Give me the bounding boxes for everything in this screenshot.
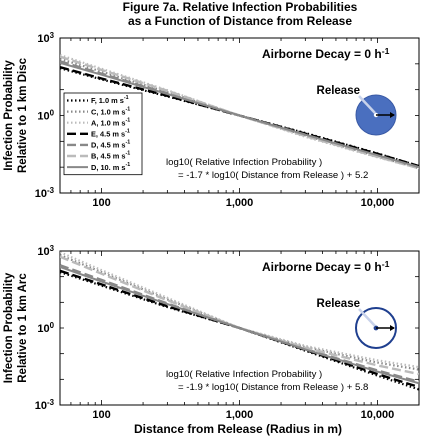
x-tick-label: 1,000 [226,409,254,421]
series-lines [60,251,419,391]
legend-entry-5-text: B, 4.5 m s [91,152,126,161]
figure-title-line1: Figure 7a. Relative Infection Probabilit… [123,0,358,14]
x-axis-label: Distance from Release (Radius in m) [134,422,342,436]
legend-entry-2-sup: -1 [126,117,131,123]
legend-entry-4-text: D, 4.5 m s [91,141,126,150]
legend-entry-0-sup: -1 [124,95,129,101]
y-axis-label-line2: Relative to 1 km Arc [17,273,29,383]
legend-box [63,92,143,176]
legend-entry-1: C, 1.0 m s-1 [91,106,130,116]
series-line-6 [60,61,419,169]
series-line-6 [60,265,419,385]
decay-annotation-sup: -1 [382,259,390,269]
radius-arrowhead-icon [390,112,395,118]
y-tick-label-sup: 3 [50,31,55,40]
y-tick-label-text: 10 [37,111,49,123]
y-tick-label: 103 [37,31,54,45]
release-inset: Release [317,298,397,349]
y-tick-label-sup: 0 [50,321,55,330]
legend-entry-4: D, 4.5 m s-1 [91,140,130,150]
y-tick-label: 10-3 [35,398,55,412]
equation-line2: = -1.9 * log10( Distance from Release ) … [178,382,368,393]
decay-annotation: Airborne Decay = 0 h-1 [262,259,390,274]
legend-entry-0: F, 1.0 m s-1 [91,95,129,105]
equation-line1: log10( Relative Infection Probability ) [166,157,322,168]
x-tick-label: 10,000 [361,409,395,421]
y-axis-label-line2: Relative to 1 km Disc [17,57,29,173]
legend-entry-2: A, 1.0 m s-1 [91,117,130,127]
x-tick-label: 10,000 [361,197,395,209]
y-axis-label-line1: Infection Probability [3,272,15,383]
release-pointer-line [358,308,376,327]
x-tick-label: 1,000 [226,197,254,209]
legend-entry-3-sup: -1 [125,129,130,135]
legend-entry-1-sup: -1 [126,106,131,112]
release-label: Release [317,85,360,97]
legend-entry-2-text: A, 1.0 m s [91,118,126,127]
x-tick-label: 100 [92,409,110,421]
legend-entry-0-text: F, 1.0 m s [91,96,124,105]
x-tick-label: 100 [92,197,110,209]
y-tick-label-text: 10 [37,323,49,335]
series-lines [60,53,419,170]
y-tick-label-text: 10 [37,33,49,45]
release-pointer-line [358,95,376,114]
series-line-5 [60,255,419,376]
release-label: Release [317,298,360,310]
equation-line1: log10( Relative Infection Probability ) [166,369,322,380]
y-tick-label: 103 [37,244,54,258]
y-tick-label-sup: 0 [50,109,55,118]
legend-entry-1-text: C, 1.0 m s [91,107,126,116]
legend-entry-3-text: E, 4.5 m s [91,130,125,139]
y-tick-label-text: 10 [35,400,47,412]
y-tick-label-sup: 3 [50,244,55,253]
series-line-2 [60,251,419,369]
y-tick-label-sup: -3 [47,398,55,407]
legend-entry-6-text: D, 10. m s [91,163,126,172]
y-tick-label-text: 10 [35,188,47,200]
radius-arrowhead-icon [390,325,395,331]
y-tick-label-text: 10 [37,246,49,258]
legend-entry-3: E, 4.5 m s-1 [91,129,130,139]
y-axis-label-line1: Infection Probability [3,60,15,171]
legend-entry-6-sup: -1 [126,162,131,168]
decay-annotation: Airborne Decay = 0 h-1 [262,46,390,61]
y-tick-label: 10-3 [35,186,55,200]
legend-entry-5: B, 4.5 m s-1 [91,151,130,161]
decay-annotation-text: Airborne Decay = 0 h [262,47,382,61]
legend-entry-4-sup: -1 [126,140,131,146]
legend-entry-5-sup: -1 [126,151,131,157]
equation-line2: = -1.7 * log10( Distance from Release ) … [178,170,368,181]
y-tick-label: 100 [37,109,54,123]
release-inset: Release [317,85,397,136]
legend: F, 1.0 m s-1C, 1.0 m s-1A, 1.0 m s-1E, 4… [63,92,143,176]
y-tick-label: 100 [37,321,54,335]
decay-annotation-sup: -1 [382,46,390,56]
figure-title-line2: as a Function of Distance from Release [128,14,352,28]
series-line-1 [60,253,419,371]
legend-entry-6: D, 10. m s-1 [91,162,130,172]
y-tick-label-sup: -3 [47,186,55,195]
decay-annotation-text: Airborne Decay = 0 h [262,260,382,274]
